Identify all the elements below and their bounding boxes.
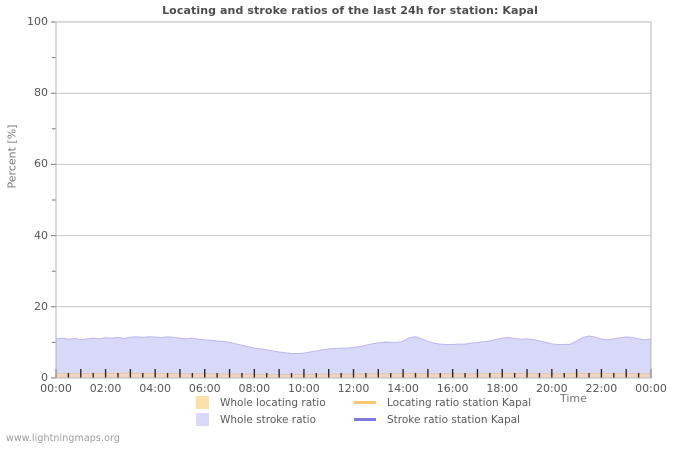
series-whole-stroke-ratio [55,335,652,379]
legend-row: Whole stroke ratio Stroke ratio station … [196,411,666,428]
y-tick-label: 100 [27,15,48,28]
legend-swatch-icon [196,396,209,409]
legend-line-icon [354,418,376,421]
x-tick-label: 02:00 [89,382,122,395]
legend-swatch-icon [196,413,209,426]
plot-border [55,21,652,379]
x-tick-label: 14:00 [387,382,419,395]
y-tick-label: 40 [34,228,48,242]
x-tick-label: 22:00 [585,382,618,395]
legend-label: Stroke ratio station Kapal [387,413,520,426]
x-tick-label: 20:00 [535,382,568,395]
legend-item-stroke-ratio-station: Stroke ratio station Kapal [354,414,654,426]
y-tick-label: 0 [41,371,48,384]
axis-ticks [51,21,652,379]
legend-item-locating-ratio-station: Locating ratio station Kapal [354,397,654,409]
watermark: www.lightningmaps.org [6,433,120,444]
legend-line-icon [354,401,376,404]
y-tick-label: 80 [34,86,48,100]
chart-legend: Whole locating ratio Locating ratio stat… [196,394,666,428]
x-tick-label: 04:00 [139,382,171,395]
legend-item-whole-locating-ratio: Whole locating ratio [196,396,354,409]
x-tick-label: 00:00 [635,382,667,395]
legend-label: Whole stroke ratio [220,413,316,426]
x-tick-label: 16:00 [436,382,469,395]
x-tick-label: 18:00 [486,382,519,395]
x-axis-label: Time [560,392,587,405]
plot-frame [55,21,652,379]
x-tick-label: 12:00 [337,382,370,395]
gridlines [56,21,651,308]
legend-label: Whole locating ratio [220,396,326,409]
y-tick-label: 20 [34,299,48,313]
legend-row: Whole locating ratio Locating ratio stat… [196,394,666,411]
x-tick-label: 08:00 [238,382,271,395]
chart-title: Locating and stroke ratios of the last 2… [162,4,538,17]
legend-label: Locating ratio station Kapal [387,396,532,409]
y-tick-label: 60 [34,157,48,171]
x-tick-label: 10:00 [288,382,320,395]
legend-item-whole-stroke-ratio: Whole stroke ratio [196,413,354,426]
x-tick-label: 00:00 [40,382,72,395]
x-tick-label: 06:00 [188,382,221,395]
